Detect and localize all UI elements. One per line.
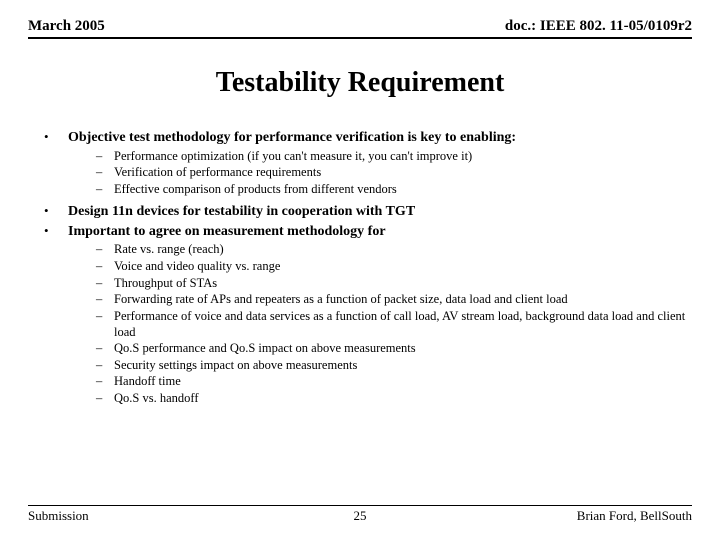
bullet-text: Design 11n devices for testability in co… — [68, 204, 415, 219]
sub-item: Effective comparison of products from di… — [92, 182, 692, 198]
bullet-item: Design 11n devices for testability in co… — [38, 203, 692, 221]
page-title: Testability Requirement — [28, 67, 692, 99]
slide-page: March 2005 doc.: IEEE 802. 11-05/0109r2 … — [0, 0, 720, 540]
sub-item: Verification of performance requirements — [92, 165, 692, 181]
sub-item: Qo.S performance and Qo.S impact on abov… — [92, 341, 692, 357]
bullet-list: Objective test methodology for performan… — [28, 129, 692, 407]
sub-item: Forwarding rate of APs and repeaters as … — [92, 292, 692, 308]
bullet-text: Objective test methodology for performan… — [68, 130, 516, 145]
sub-item: Handoff time — [92, 374, 692, 390]
footer-right: Brian Ford, BellSouth — [577, 508, 692, 524]
footer-row: Submission 25 Brian Ford, BellSouth — [28, 505, 692, 524]
sub-list: Performance optimization (if you can't m… — [68, 149, 692, 198]
sub-item: Performance optimization (if you can't m… — [92, 149, 692, 165]
bullet-text: Important to agree on measurement method… — [68, 224, 386, 239]
bullet-item: Important to agree on measurement method… — [38, 223, 692, 407]
content-area: Objective test methodology for performan… — [28, 129, 692, 407]
footer-left: Submission — [28, 508, 89, 524]
header-date: March 2005 — [28, 18, 105, 35]
sub-item: Rate vs. range (reach) — [92, 242, 692, 258]
header-doc: doc.: IEEE 802. 11-05/0109r2 — [505, 18, 692, 35]
sub-item: Voice and video quality vs. range — [92, 259, 692, 275]
sub-list: Rate vs. range (reach) Voice and video q… — [68, 242, 692, 406]
footer-page-number: 25 — [354, 508, 367, 524]
sub-item: Throughput of STAs — [92, 276, 692, 292]
bullet-item: Objective test methodology for performan… — [38, 129, 692, 197]
header-row: March 2005 doc.: IEEE 802. 11-05/0109r2 — [28, 18, 692, 39]
sub-item: Performance of voice and data services a… — [92, 309, 692, 340]
sub-item: Security settings impact on above measur… — [92, 358, 692, 374]
sub-item: Qo.S vs. handoff — [92, 391, 692, 407]
